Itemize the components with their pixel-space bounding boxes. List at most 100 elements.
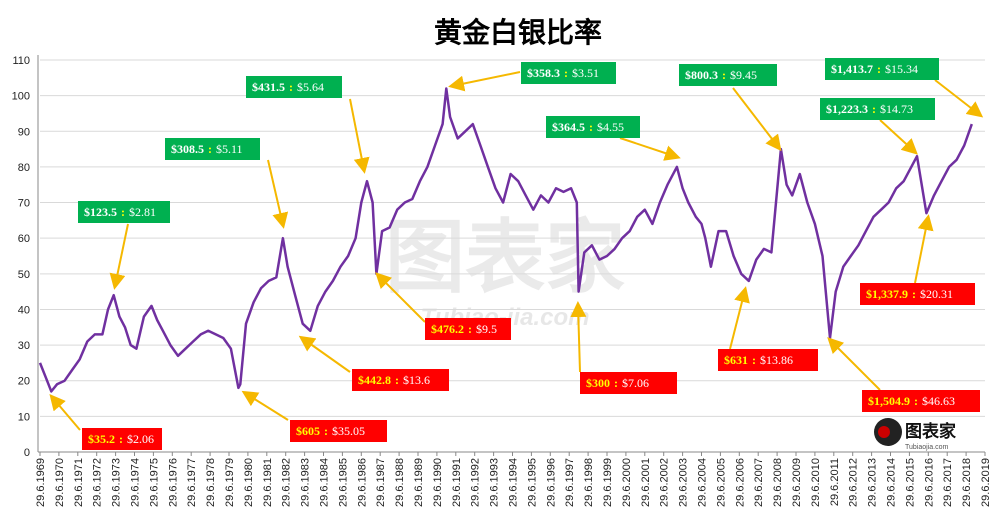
annotation-silver: $13.6 bbox=[403, 373, 430, 387]
y-tick-label: 10 bbox=[18, 411, 30, 423]
annotation-silver: $13.86 bbox=[760, 353, 793, 367]
annotation: $431.5: $5.64 bbox=[252, 80, 324, 94]
annotation-gold: $308.5 bbox=[171, 142, 204, 156]
x-tick-label: 29.6.1976 bbox=[167, 458, 179, 507]
annotation: $442.8: $13.6 bbox=[358, 373, 430, 387]
y-tick-label: 70 bbox=[18, 198, 30, 210]
annotation-sep: : bbox=[468, 322, 472, 336]
annotation-box bbox=[825, 58, 939, 80]
annotation-gold: $442.8 bbox=[358, 373, 391, 387]
x-tick-label: 29.6.1985 bbox=[337, 458, 349, 507]
annotation-box bbox=[580, 372, 677, 394]
annotation-box bbox=[862, 390, 980, 412]
annotation: $1,413.7: $15.34 bbox=[831, 62, 918, 76]
chart-title: 黄金白银比率 bbox=[434, 16, 602, 49]
annotation: $123.5: $2.81 bbox=[84, 205, 156, 219]
annotation-silver: $15.34 bbox=[885, 62, 918, 76]
x-tick-label: 29.6.1987 bbox=[375, 458, 387, 507]
annotation-gold: $800.3 bbox=[685, 68, 718, 82]
x-tick-label: 29.6.1971 bbox=[73, 458, 85, 507]
annotation-silver: $3.51 bbox=[572, 66, 599, 80]
x-tick-label: 29.6.1998 bbox=[583, 458, 595, 507]
x-tick-label: 29.6.1995 bbox=[526, 458, 538, 507]
annotation-gold: $1,337.9 bbox=[866, 287, 908, 301]
annotation-box bbox=[521, 62, 616, 84]
x-tick-label: 29.6.1984 bbox=[319, 458, 331, 507]
annotation-box bbox=[165, 138, 260, 160]
y-tick-label: 80 bbox=[18, 162, 30, 174]
annotation-silver: $20.31 bbox=[920, 287, 953, 301]
x-tick-label: 29.6.1997 bbox=[564, 458, 576, 507]
annotation-arrow bbox=[619, 137, 681, 161]
x-tick-label: 29.6.2016 bbox=[923, 458, 935, 507]
x-tick-label: 29.6.1977 bbox=[186, 458, 198, 507]
logo: 图表家 Tubiaojia.com bbox=[874, 418, 956, 451]
ratio-line bbox=[38, 87, 973, 393]
annotation-gold: $35.2 bbox=[88, 432, 115, 446]
logo-sub: Tubiaojia.com bbox=[905, 444, 948, 451]
annotation-silver: $14.73 bbox=[880, 102, 913, 116]
annotation-sep: : bbox=[564, 66, 568, 80]
x-tick-label: 29.6.2013 bbox=[867, 458, 879, 507]
y-tick-label: 20 bbox=[18, 376, 30, 388]
x-tick-label: 29.6.1980 bbox=[243, 458, 255, 507]
y-tick-label: 60 bbox=[18, 233, 30, 245]
annotation-gold: $476.2 bbox=[431, 322, 464, 336]
x-tick-label: 29.6.1989 bbox=[413, 458, 425, 507]
annotation-sep: : bbox=[877, 62, 881, 76]
annotation: $631: $13.86 bbox=[724, 353, 793, 367]
annotation-silver: $9.45 bbox=[730, 68, 757, 82]
x-tick-label: 29.6.1983 bbox=[300, 458, 312, 507]
annotation-silver: $46.63 bbox=[922, 394, 955, 408]
annotation-sep: : bbox=[912, 287, 916, 301]
annotation-box bbox=[82, 428, 162, 450]
x-tick-label: 29.6.2003 bbox=[678, 458, 690, 507]
annotation: $1,337.9: $20.31 bbox=[866, 287, 953, 301]
x-tick-label: 29.6.1970 bbox=[54, 458, 66, 507]
annotation-arrow bbox=[879, 119, 918, 155]
x-tick-label: 29.6.1992 bbox=[470, 458, 482, 507]
x-tick-label: 29.6.1981 bbox=[262, 458, 274, 507]
annotation-gold: $1,504.9 bbox=[868, 394, 910, 408]
annotation-box bbox=[352, 369, 449, 391]
annotation-gold: $1,223.3 bbox=[826, 102, 868, 116]
annotation-gold: $123.5 bbox=[84, 205, 117, 219]
watermark: 图表家 bbox=[385, 213, 625, 302]
annotation-arrow bbox=[570, 301, 587, 373]
annotation-sep: : bbox=[914, 394, 918, 408]
annotation-box bbox=[718, 349, 818, 371]
annotation-box bbox=[820, 98, 935, 120]
annotation-gold: $358.3 bbox=[527, 66, 560, 80]
annotation-arrow bbox=[729, 286, 750, 350]
x-tick-label: 29.6.2006 bbox=[734, 458, 746, 507]
annotation-sep: : bbox=[589, 120, 593, 134]
annotation: $1,504.9: $46.63 bbox=[868, 394, 955, 408]
annotation-arrow bbox=[827, 337, 881, 391]
annotation: $308.5: $5.11 bbox=[171, 142, 243, 156]
annotation-silver: $2.81 bbox=[129, 205, 156, 219]
annotation: $300: $7.06 bbox=[586, 376, 649, 390]
x-tick-label: 29.6.2010 bbox=[810, 458, 822, 507]
annotation: $35.2: $2.06 bbox=[88, 432, 154, 446]
annotation-box bbox=[860, 283, 975, 305]
y-tick-label: 90 bbox=[18, 126, 30, 138]
annotation-sep: : bbox=[872, 102, 876, 116]
annotation-box bbox=[78, 201, 170, 223]
annotation-sep: : bbox=[752, 353, 756, 367]
x-tick-label: 29.6.2005 bbox=[715, 458, 727, 507]
annotation-sep: : bbox=[119, 432, 123, 446]
x-tick-label: 29.6.1978 bbox=[205, 458, 217, 507]
logo-icon-dot bbox=[878, 426, 890, 438]
annotation-box bbox=[546, 116, 640, 138]
x-tick-label: 29.6.1972 bbox=[92, 458, 104, 507]
x-tick-label: 29.6.2002 bbox=[659, 458, 671, 507]
annotation-sep: : bbox=[395, 373, 399, 387]
annotation-silver: $7.06 bbox=[622, 376, 649, 390]
annotation-box bbox=[290, 420, 387, 442]
x-tick-label: 29.6.1986 bbox=[356, 458, 368, 507]
annotation-arrow bbox=[732, 87, 782, 152]
annotation-silver: $9.5 bbox=[476, 322, 497, 336]
annotation-gold: $300 bbox=[586, 376, 610, 390]
y-tick-label: 0 bbox=[24, 447, 30, 459]
